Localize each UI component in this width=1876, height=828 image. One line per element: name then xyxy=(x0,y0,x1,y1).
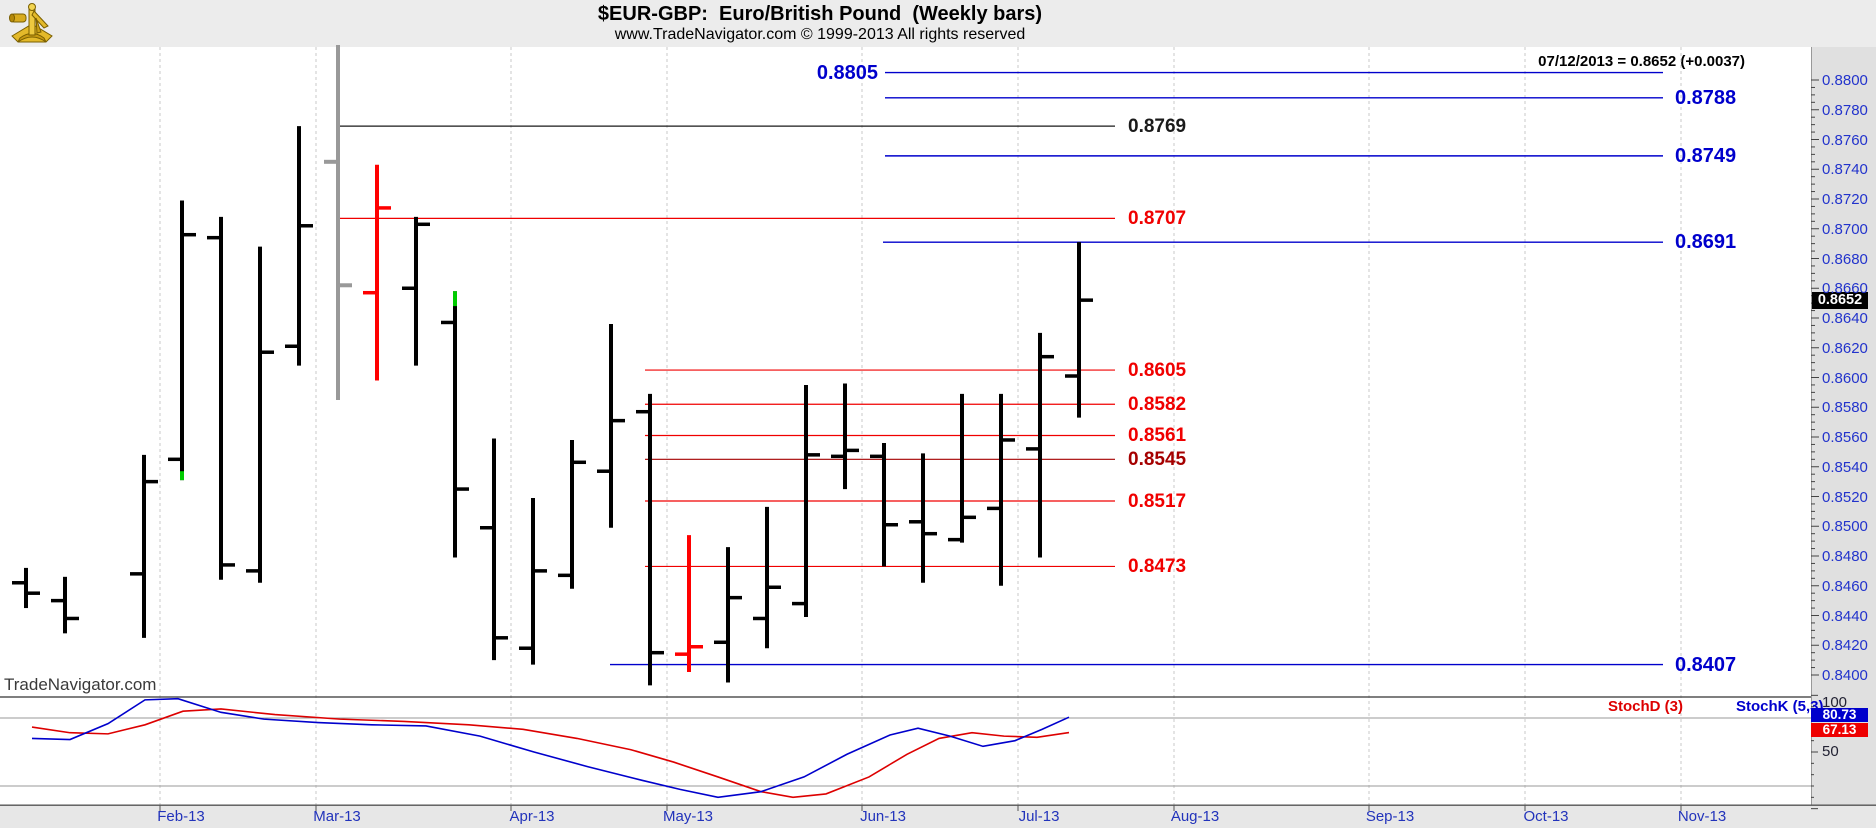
chart-subtitle: www.TradeNavigator.com © 1999-2013 All r… xyxy=(614,26,1026,43)
level-label-0.8473[interactable]: 0.8473 xyxy=(1128,555,1187,577)
level-label-0.8605[interactable]: 0.8605 xyxy=(1128,359,1187,381)
level-label-0.8517[interactable]: 0.8517 xyxy=(1128,490,1187,512)
level-label-0.8582[interactable]: 0.8582 xyxy=(1128,393,1187,415)
month-label-Mar-13: Mar-13 xyxy=(313,808,361,825)
level-label-0.8545[interactable]: 0.8545 xyxy=(1128,448,1187,470)
month-label-Apr-13: Apr-13 xyxy=(509,808,555,825)
price-axis-label-0.8440: 0.8440 xyxy=(1822,607,1868,625)
price-axis-label-0.8520: 0.8520 xyxy=(1822,488,1868,506)
price-axis-label-0.8500: 0.8500 xyxy=(1822,518,1868,536)
level-label-0.8561[interactable]: 0.8561 xyxy=(1128,425,1187,447)
price-axis-label-0.8640: 0.8640 xyxy=(1822,310,1868,327)
month-label-Aug-13: Aug-13 xyxy=(1170,808,1220,825)
stochk-indicator-label[interactable]: StochK (5,3) xyxy=(1736,698,1824,715)
level-label-0.8749[interactable]: 0.8749 xyxy=(1675,144,1737,167)
price-axis-label-0.8760: 0.8760 xyxy=(1822,131,1868,149)
price-axis-label-0.8680: 0.8680 xyxy=(1822,250,1868,268)
month-label-Nov-13: Nov-13 xyxy=(1677,808,1727,825)
price-axis-label-0.8700: 0.8700 xyxy=(1822,220,1868,238)
price-axis-label-0.8580: 0.8580 xyxy=(1822,399,1868,417)
trade-navigator-logo-icon xyxy=(8,2,56,51)
level-label-0.8707[interactable]: 0.8707 xyxy=(1128,207,1187,229)
stoch-axis-100: 100 xyxy=(1822,694,1848,711)
month-label-Jun-13: Jun-13 xyxy=(860,808,906,825)
stochk-value-badge: 80.73 xyxy=(1811,708,1868,722)
stoch-line[interactable] xyxy=(31,708,1070,799)
level-label-0.8769[interactable]: 0.8769 xyxy=(1128,115,1187,137)
stoch-line[interactable] xyxy=(31,697,1070,799)
price-axis-label-0.8800: 0.8800 xyxy=(1822,72,1868,89)
watermark: TradeNavigator.com xyxy=(4,675,157,694)
price-axis-label-0.8600: 0.8600 xyxy=(1822,369,1868,387)
header-band xyxy=(0,0,1876,47)
stochd-indicator-label[interactable]: StochD (3) xyxy=(1608,698,1683,715)
level-label-0.8407[interactable]: 0.8407 xyxy=(1675,653,1737,676)
price-axis-label-0.8740: 0.8740 xyxy=(1822,161,1868,179)
price-axis-label-0.8480: 0.8480 xyxy=(1822,548,1868,565)
price-axis-label-0.8560: 0.8560 xyxy=(1822,429,1868,446)
last-bar-readout: 07/12/2013 = 0.8652 (+0.0037) xyxy=(1538,53,1745,70)
price-axis-strip[interactable] xyxy=(1811,47,1876,805)
price-axis-label-0.8660: 0.8660 xyxy=(1822,280,1868,298)
month-label-Feb-13: Feb-13 xyxy=(157,808,205,825)
price-axis-label-0.8420: 0.8420 xyxy=(1822,637,1868,655)
level-label-0.8691[interactable]: 0.8691 xyxy=(1675,231,1737,254)
chart-title: $EUR-GBP: Euro/British Pound (Weekly bar… xyxy=(597,3,1043,25)
month-label-Jul-13: Jul-13 xyxy=(1018,808,1060,825)
current-price-badge: 0.8652 xyxy=(1812,292,1868,310)
month-label-May-13: May-13 xyxy=(662,808,714,825)
price-axis-label-0.8620: 0.8620 xyxy=(1822,339,1868,357)
price-axis-label-0.8780: 0.8780 xyxy=(1822,101,1868,119)
price-axis-label-0.8720: 0.8720 xyxy=(1822,191,1868,208)
stoch-axis-50: 50 xyxy=(1822,743,1839,760)
level-label-0.8788[interactable]: 0.8788 xyxy=(1675,86,1737,109)
price-axis-label-0.8400: 0.8400 xyxy=(1822,667,1868,684)
month-label-Sep-13: Sep-13 xyxy=(1365,808,1415,825)
month-label-Oct-13: Oct-13 xyxy=(1523,808,1569,825)
stochd-value-badge: 67.13 xyxy=(1811,723,1868,737)
price-axis-label-0.8540: 0.8540 xyxy=(1822,458,1868,476)
level-label-0.8805[interactable]: 0.8805 xyxy=(816,61,878,84)
price-axis-label-0.8460: 0.8460 xyxy=(1822,577,1868,595)
